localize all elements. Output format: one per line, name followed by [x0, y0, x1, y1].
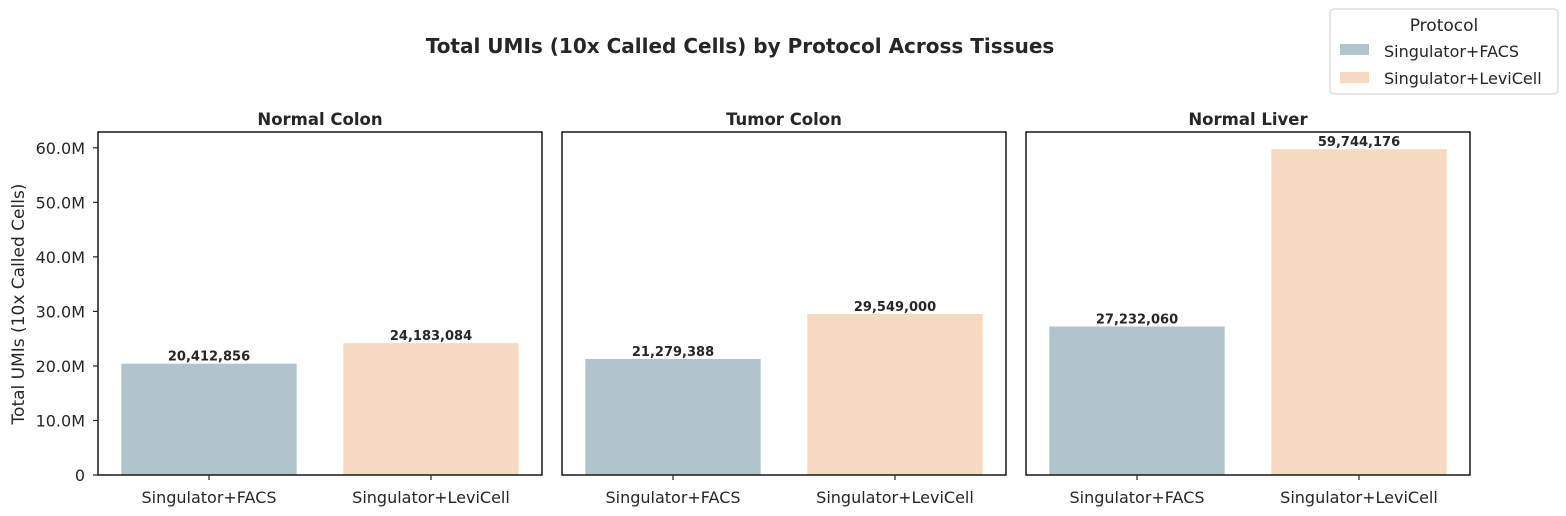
y-axis-label: Total UMIs (10x Called Cells) [9, 184, 29, 426]
x-tick-label: Singulator+LeviCell [816, 488, 974, 507]
y-tick-label: 20.0M [36, 357, 85, 376]
panel-frame [1025, 131, 1471, 476]
bar-singulator-levicell [807, 313, 983, 475]
y-axis-ticks: 0 10.0M 20.0M 30.0M 40.0M 50.0M 60.0M [36, 139, 98, 485]
data-label: 24,183,084 [390, 329, 472, 344]
bar-singulator-levicell [343, 343, 519, 475]
x-tick-label: Singulator+FACS [605, 488, 740, 507]
data-label: 27,232,060 [1096, 313, 1178, 328]
bar-singulator-levicell [1271, 149, 1447, 475]
bar-singulator-facs [1049, 326, 1225, 475]
y-tick-label: 40.0M [36, 248, 85, 267]
chart-title: Total UMIs (10x Called Cells) by Protoco… [426, 34, 1055, 58]
y-tick-label: 60.0M [36, 139, 85, 158]
panel-title: Normal Colon [257, 110, 382, 129]
data-label: 29,549,000 [854, 300, 936, 315]
legend-box [1329, 8, 1559, 95]
legend-swatch-singulator-facs [1340, 44, 1369, 55]
x-tick-label: Singulator+LeviCell [352, 488, 510, 507]
y-tick-label: 10.0M [36, 411, 85, 430]
y-tick-label: 0 [75, 466, 85, 485]
panel-tumor-colon: Tumor Colon 21,279,388 Singulator+FACS 29,5… [561, 110, 1007, 507]
legend-swatch-singulator-levicell [1340, 72, 1369, 83]
legend-label-singulator-levicell: Singulator+LeviCell [1384, 69, 1542, 88]
chart-panels: Normal Colon 20,412,856 Singulator+FACS 24,… [97, 110, 1471, 507]
bar-singulator-facs [585, 358, 761, 475]
x-tick-label: Singulator+FACS [141, 488, 276, 507]
legend-label-singulator-facs: Singulator+FACS [1384, 42, 1519, 61]
legend-title: Protocol [1410, 16, 1479, 36]
data-label: 20,412,856 [168, 350, 250, 365]
panel-normal-colon: Normal Colon 20,412,856 Singulator+FACS 24,… [97, 110, 543, 507]
x-tick-label: Singulator+LeviCell [1280, 488, 1438, 507]
panel-title: Normal Liver [1188, 110, 1308, 129]
bar-singulator-facs [121, 363, 297, 475]
legend: Protocol Singulator+FACS Singulator+Levi… [1329, 8, 1559, 95]
panel-title: Tumor Colon [726, 110, 842, 129]
panel-frame [97, 131, 543, 476]
x-tick-label: Singulator+FACS [1069, 488, 1204, 507]
panel-frame [561, 131, 1007, 476]
data-label: 21,279,388 [632, 345, 714, 360]
y-tick-label: 30.0M [36, 302, 85, 321]
data-label: 59,744,176 [1318, 135, 1400, 150]
panel-normal-liver: Normal Liver 27,232,060 Singulator+FACS 59,… [1025, 110, 1471, 507]
y-tick-label: 50.0M [36, 193, 85, 212]
